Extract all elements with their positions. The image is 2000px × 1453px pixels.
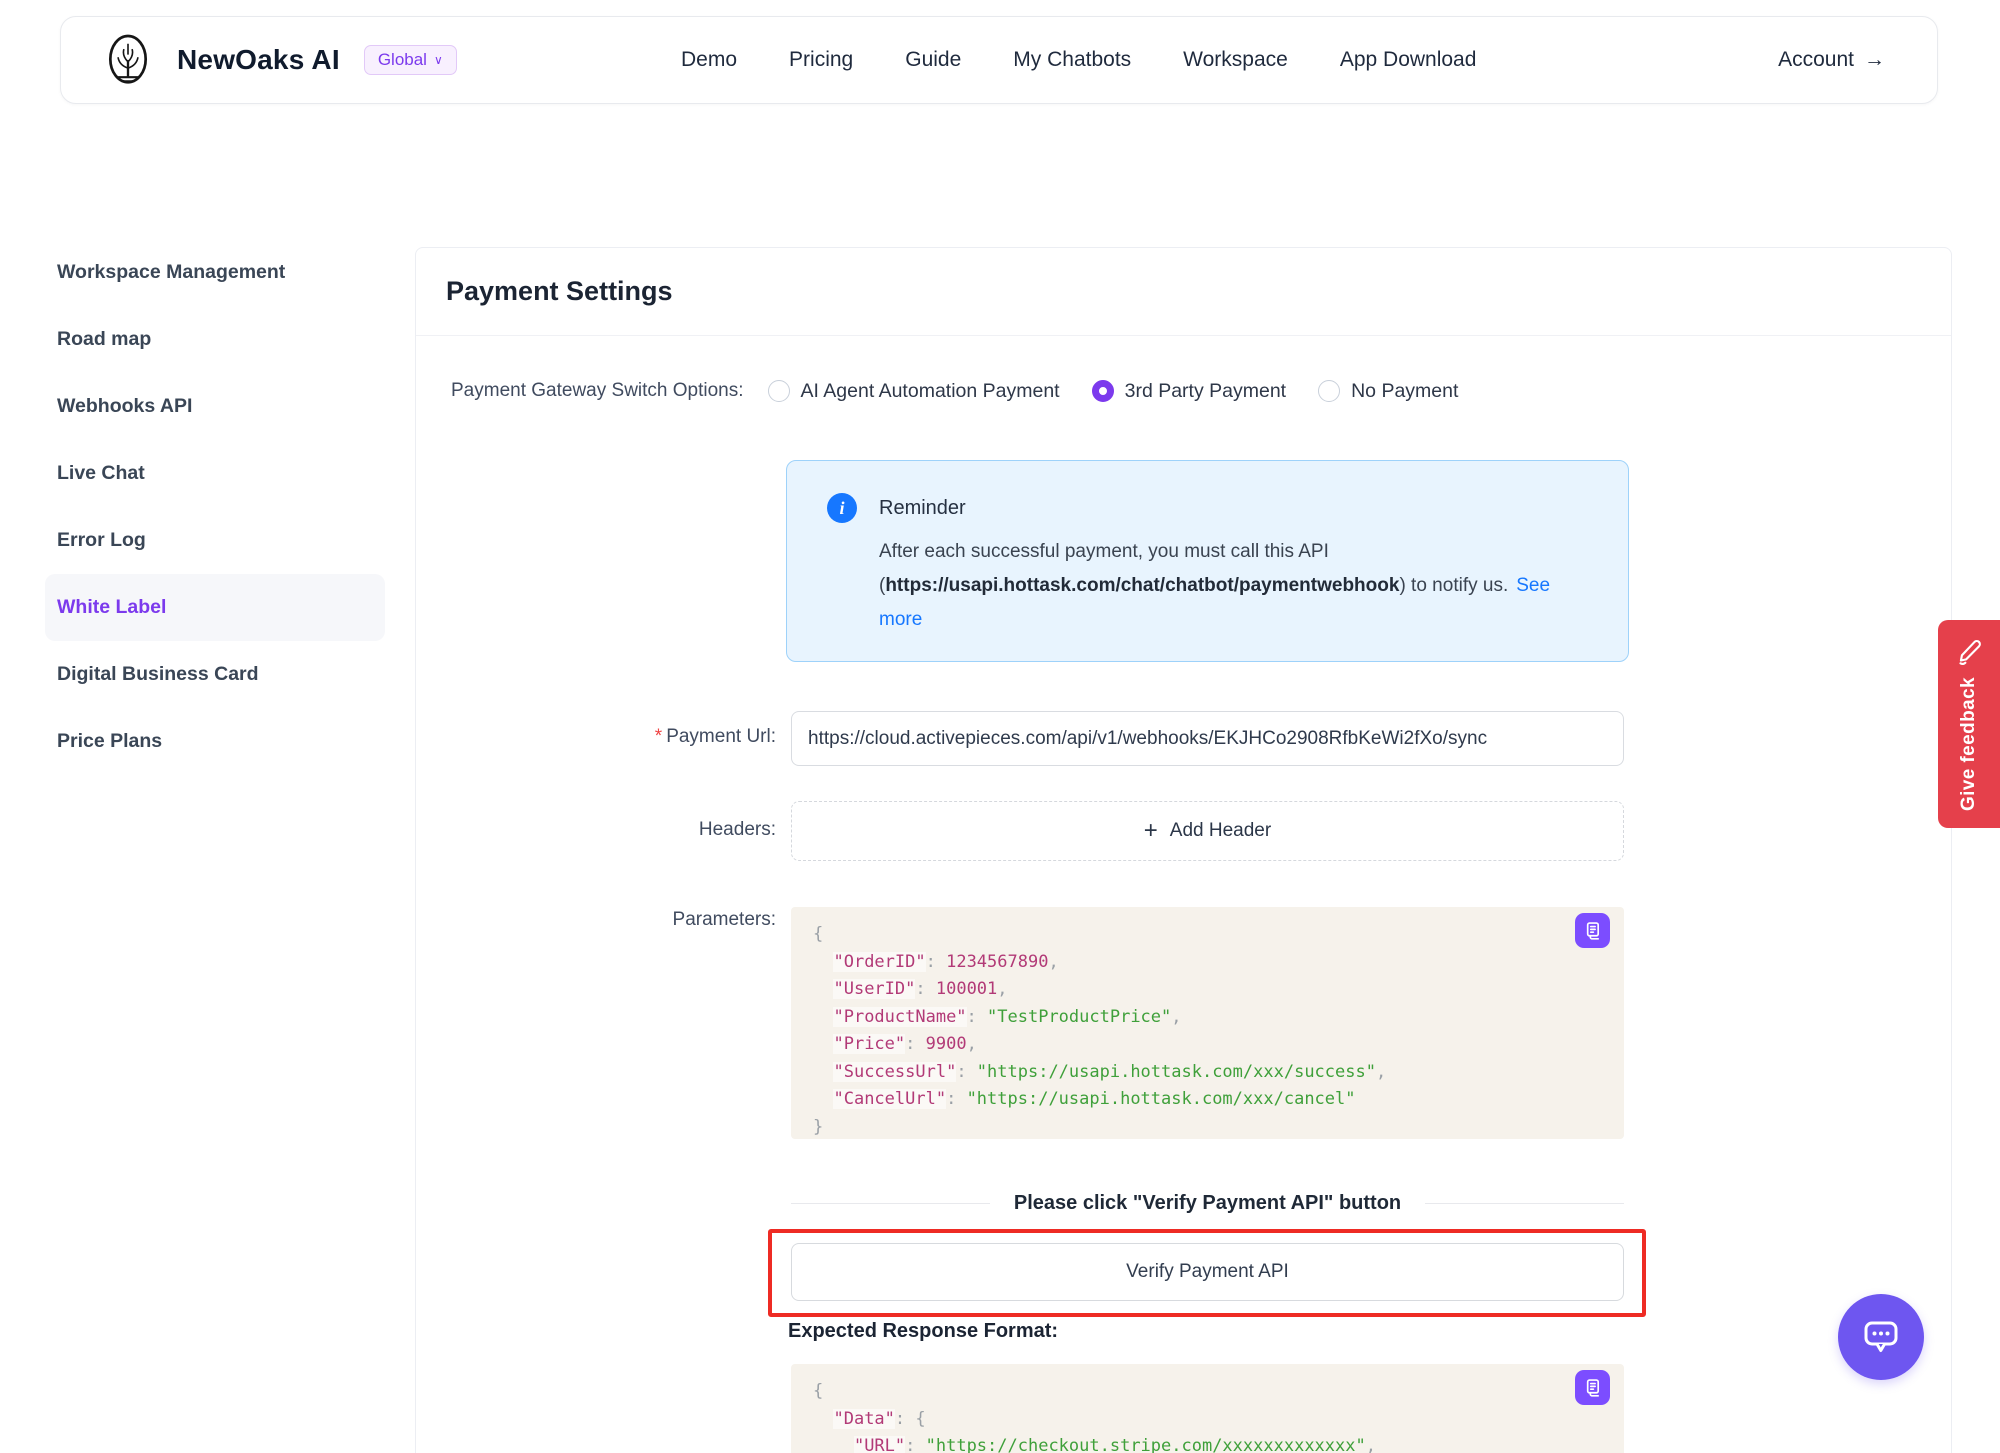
reminder-webhook-url: https://usapi.hottask.com/chat/chatbot/p… (885, 575, 1400, 596)
info-icon: i (827, 493, 857, 523)
headers-label: Headers: (698, 819, 776, 840)
code-line: { (813, 1381, 824, 1401)
reminder-callout: i Reminder After each successful payment… (786, 460, 1629, 662)
sidebar-item-road-map[interactable]: Road map (57, 328, 152, 350)
reminder-body: After each successful payment, you must … (879, 535, 1559, 637)
nav-link-guide[interactable]: Guide (905, 48, 962, 71)
reminder-text-before: After each successful payment, you must … (879, 541, 1329, 596)
give-feedback-tab[interactable]: Give feedback (1938, 620, 2000, 828)
nav-link-workspace[interactable]: Workspace (1183, 48, 1288, 71)
chat-widget-button[interactable] (1838, 1294, 1924, 1380)
code-line: "CancelUrl": "https://usapi.hottask.com/… (833, 1089, 1356, 1109)
nav-links: Demo Pricing Guide My Chatbots Workspace App … (681, 48, 1476, 72)
give-feedback-label: Give feedback (1958, 677, 1979, 812)
nav-link-demo[interactable]: Demo (681, 48, 738, 71)
code-line: "Price": 9900, (833, 1034, 977, 1054)
sidebar-item-live-chat[interactable]: Live Chat (57, 462, 145, 484)
card-header: Payment Settings (416, 248, 1951, 336)
copy-icon (1586, 1379, 1600, 1397)
account-label: Account (1778, 48, 1854, 71)
radio-unselected-icon (767, 380, 790, 402)
plus-icon: + (1143, 817, 1158, 844)
radio-option-no-payment[interactable]: No Payment (1318, 380, 1458, 403)
radio-selected-icon (1091, 380, 1114, 402)
payment-url-input[interactable] (791, 711, 1624, 766)
region-selector[interactable]: Global ∨ (363, 45, 457, 75)
code-line: "OrderID": 1234567890, (833, 951, 1059, 972)
code-line: "ProductName": "TestProductPrice", (833, 1006, 1182, 1027)
add-header-button[interactable]: + Add Header (791, 801, 1624, 861)
parameters-json: { "OrderID": 1234567890, "UserID": 10000… (791, 907, 1624, 1141)
parameters-code-block: { "OrderID": 1234567890, "UserID": 10000… (791, 907, 1624, 1139)
sidebar-item-webhooks-api[interactable]: Webhooks API (57, 395, 193, 417)
account-link[interactable]: Account → (1778, 48, 1885, 72)
required-asterisk: * (654, 726, 663, 747)
sidebar-item-digital-business-card[interactable]: Digital Business Card (57, 663, 259, 685)
see-more-link[interactable]: See more (879, 575, 1551, 630)
radio-option-label: No Payment (1351, 379, 1459, 402)
reminder-title: Reminder (879, 497, 966, 519)
radio-option-label: AI Agent Automation Payment (800, 379, 1060, 402)
copy-response-button[interactable] (1575, 1370, 1610, 1405)
top-navbar: NewOaks AI Global ∨ Demo Pricing Guide My C… (60, 16, 1938, 104)
arrow-right-icon: → (1864, 48, 1885, 71)
divider-line-left (791, 1202, 990, 1204)
code-line: "SuccessUrl": "https://usapi.hottask.com… (833, 1061, 1387, 1082)
sidebar-item-workspace-management[interactable]: Workspace Management (57, 261, 286, 283)
response-json: { "Data": { "URL": "https://checkout.str… (791, 1364, 1624, 1453)
nav-link-pricing[interactable]: Pricing (789, 48, 854, 71)
parameters-label: Parameters: (672, 909, 776, 930)
verify-divider: Please click "Verify Payment API" button (791, 1188, 1625, 1218)
page-title: Payment Settings (446, 276, 673, 306)
divider-text: Please click "Verify Payment API" button (1013, 1191, 1402, 1214)
gateway-switch-row: Payment Gateway Switch Options: AI Agent… (451, 373, 1490, 409)
nav-link-app-download[interactable]: App Download (1339, 48, 1477, 71)
code-line: { (813, 924, 824, 944)
nav-link-my-chatbots[interactable]: My Chatbots (1013, 48, 1132, 71)
sidebar-nav: Workspace Management Road map Webhooks API… (45, 239, 385, 775)
verify-payment-api-button[interactable]: Verify Payment API (791, 1243, 1624, 1301)
expected-response-label: Expected Response Format: (788, 1320, 1059, 1342)
reminder-text-after: ) to notify us. (1399, 575, 1509, 596)
pencil-icon (1958, 639, 1981, 665)
radio-option-3rd-party-payment[interactable]: 3rd Party Payment (1091, 379, 1287, 403)
chevron-down-icon: ∨ (433, 53, 443, 67)
code-line: "UserID": 100001, (833, 979, 1008, 999)
sidebar-item-white-label[interactable]: White Label (45, 574, 385, 641)
copy-parameters-button[interactable] (1575, 913, 1610, 948)
divider-line-right (1425, 1202, 1625, 1204)
brand-group: NewOaks AI Global ∨ (61, 31, 457, 89)
radio-unselected-icon (1318, 380, 1341, 402)
tree-logo-icon (108, 34, 148, 84)
code-line: } (813, 1116, 824, 1137)
sidebar-item-price-plans[interactable]: Price Plans (57, 730, 163, 752)
code-line: "Data": { (833, 1408, 926, 1429)
payment-url-label-text: Payment Url: (666, 726, 776, 747)
radio-option-label: 3rd Party Payment (1124, 379, 1287, 402)
response-code-block: { "Data": { "URL": "https://checkout.str… (791, 1364, 1624, 1453)
add-header-label: Add Header (1169, 820, 1272, 841)
chat-bubble-icon (1864, 1321, 1898, 1352)
radio-option-ai-agent-automation-payment[interactable]: AI Agent Automation Payment (767, 379, 1060, 403)
gateway-switch-label: Payment Gateway Switch Options: (451, 380, 744, 401)
payment-settings-card: Payment Settings Payment Gateway Switch … (415, 247, 1952, 1453)
payment-url-label: * Payment Url: (446, 726, 776, 748)
gateway-options: AI Agent Automation Payment 3rd Party Pay… (767, 379, 1491, 403)
code-line: "URL": "https://checkout.stripe.com/xxxx… (813, 1433, 1604, 1453)
copy-icon (1586, 922, 1600, 940)
sidebar-item-error-log[interactable]: Error Log (57, 529, 146, 551)
region-label: Global (377, 50, 427, 69)
brand-name: NewOaks AI (177, 44, 340, 75)
